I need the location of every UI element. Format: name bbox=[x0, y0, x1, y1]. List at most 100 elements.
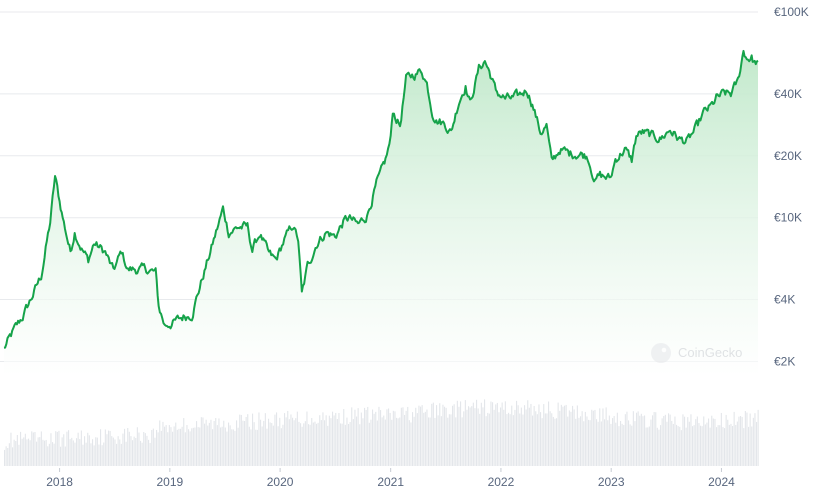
volume-bar bbox=[476, 399, 478, 466]
volume-bar bbox=[687, 417, 689, 466]
volume-bar bbox=[7, 448, 9, 466]
volume-bar bbox=[412, 412, 414, 466]
volume-bar bbox=[455, 417, 457, 466]
price-point bbox=[73, 230, 75, 232]
volume-bar bbox=[55, 431, 57, 466]
volume-bar bbox=[716, 427, 718, 466]
volume-bar bbox=[658, 429, 660, 466]
volume-bar bbox=[472, 402, 474, 466]
volume-bar bbox=[407, 406, 409, 466]
volume-bar bbox=[754, 413, 756, 466]
volume-bar bbox=[242, 420, 244, 466]
volume-bar bbox=[346, 417, 348, 466]
volume-bar bbox=[522, 414, 524, 466]
volume-bar bbox=[26, 439, 28, 466]
volume-bar bbox=[319, 415, 321, 466]
volume-bar bbox=[516, 400, 518, 466]
price-point bbox=[746, 56, 748, 58]
volume-bar bbox=[445, 407, 447, 466]
volume-bar bbox=[639, 415, 641, 466]
volume-bar bbox=[178, 428, 180, 466]
price-point bbox=[624, 148, 626, 150]
price-point bbox=[392, 110, 394, 112]
volume-bar bbox=[655, 412, 657, 466]
volume-bar bbox=[567, 416, 569, 466]
volume-bar bbox=[333, 415, 335, 466]
price-point bbox=[737, 80, 739, 82]
volume-bar bbox=[720, 412, 722, 466]
volume-bar bbox=[423, 412, 425, 466]
volume-bar bbox=[231, 429, 233, 466]
volume-bar bbox=[32, 432, 34, 466]
volume-bar bbox=[471, 406, 473, 466]
volume-bar bbox=[311, 418, 313, 466]
y-axis-ticks: €100K €40K €20K €10K €4K €2K bbox=[774, 5, 809, 368]
volume-bar bbox=[589, 420, 591, 466]
volume-bar bbox=[34, 431, 36, 466]
price-point bbox=[54, 176, 56, 178]
price-point bbox=[12, 330, 14, 332]
price-point bbox=[469, 102, 471, 104]
volume-bar bbox=[31, 431, 33, 466]
volume-bar bbox=[552, 416, 554, 466]
volume-bar bbox=[367, 406, 369, 466]
volume-bar bbox=[684, 416, 686, 466]
volume-bar bbox=[48, 443, 50, 466]
volume-bar bbox=[751, 426, 753, 466]
volume-bar bbox=[303, 423, 305, 466]
price-point bbox=[539, 131, 541, 133]
volume-bar bbox=[272, 425, 274, 466]
volume-bar bbox=[402, 407, 404, 466]
volume-bar bbox=[285, 417, 287, 466]
price-point bbox=[697, 125, 699, 127]
volume-bar bbox=[671, 420, 673, 466]
price-point bbox=[435, 118, 437, 120]
volume-bar bbox=[594, 409, 596, 466]
volume-bar bbox=[485, 416, 487, 466]
volume-bar bbox=[248, 426, 250, 466]
volume-bar bbox=[298, 421, 300, 466]
volume-bar bbox=[338, 413, 340, 466]
volume-bar bbox=[565, 404, 567, 466]
volume-bar bbox=[642, 416, 644, 466]
volume-bar bbox=[77, 432, 79, 466]
volume-bar bbox=[199, 427, 201, 466]
price-point bbox=[222, 208, 224, 210]
volume-bar bbox=[629, 424, 631, 466]
volume-bar bbox=[500, 407, 502, 466]
volume-bar bbox=[549, 411, 551, 466]
volume-bar bbox=[637, 411, 639, 466]
price-point bbox=[478, 68, 480, 70]
volume-bar bbox=[599, 408, 601, 466]
price-point bbox=[399, 125, 401, 127]
volume-bar bbox=[503, 409, 505, 466]
price-point bbox=[275, 259, 277, 261]
price-point bbox=[306, 265, 308, 267]
volume-bar bbox=[756, 421, 758, 466]
price-point bbox=[669, 128, 671, 130]
price-point bbox=[315, 242, 317, 244]
volume-bar bbox=[71, 437, 73, 466]
volume-bar bbox=[741, 416, 743, 466]
volume-bar bbox=[85, 442, 87, 466]
volume-bar bbox=[237, 427, 239, 466]
volume-bar bbox=[685, 427, 687, 466]
volume-bar bbox=[245, 417, 247, 466]
volume-bar bbox=[648, 426, 650, 466]
volume-bar bbox=[146, 435, 148, 466]
price-point bbox=[246, 226, 248, 228]
volume-bar bbox=[544, 413, 546, 466]
price-point bbox=[357, 224, 359, 226]
volume-bar bbox=[376, 420, 378, 466]
volume-bar bbox=[397, 418, 399, 466]
volume-bar bbox=[269, 422, 271, 466]
volume-bar bbox=[504, 401, 506, 466]
volume-bar bbox=[469, 407, 471, 466]
volume-bar bbox=[628, 420, 630, 466]
price-point bbox=[237, 226, 239, 228]
price-point bbox=[531, 102, 533, 104]
price-point bbox=[104, 251, 106, 253]
volume-bar bbox=[328, 415, 330, 466]
volume-bar bbox=[698, 423, 700, 466]
volume-bar bbox=[172, 431, 174, 466]
